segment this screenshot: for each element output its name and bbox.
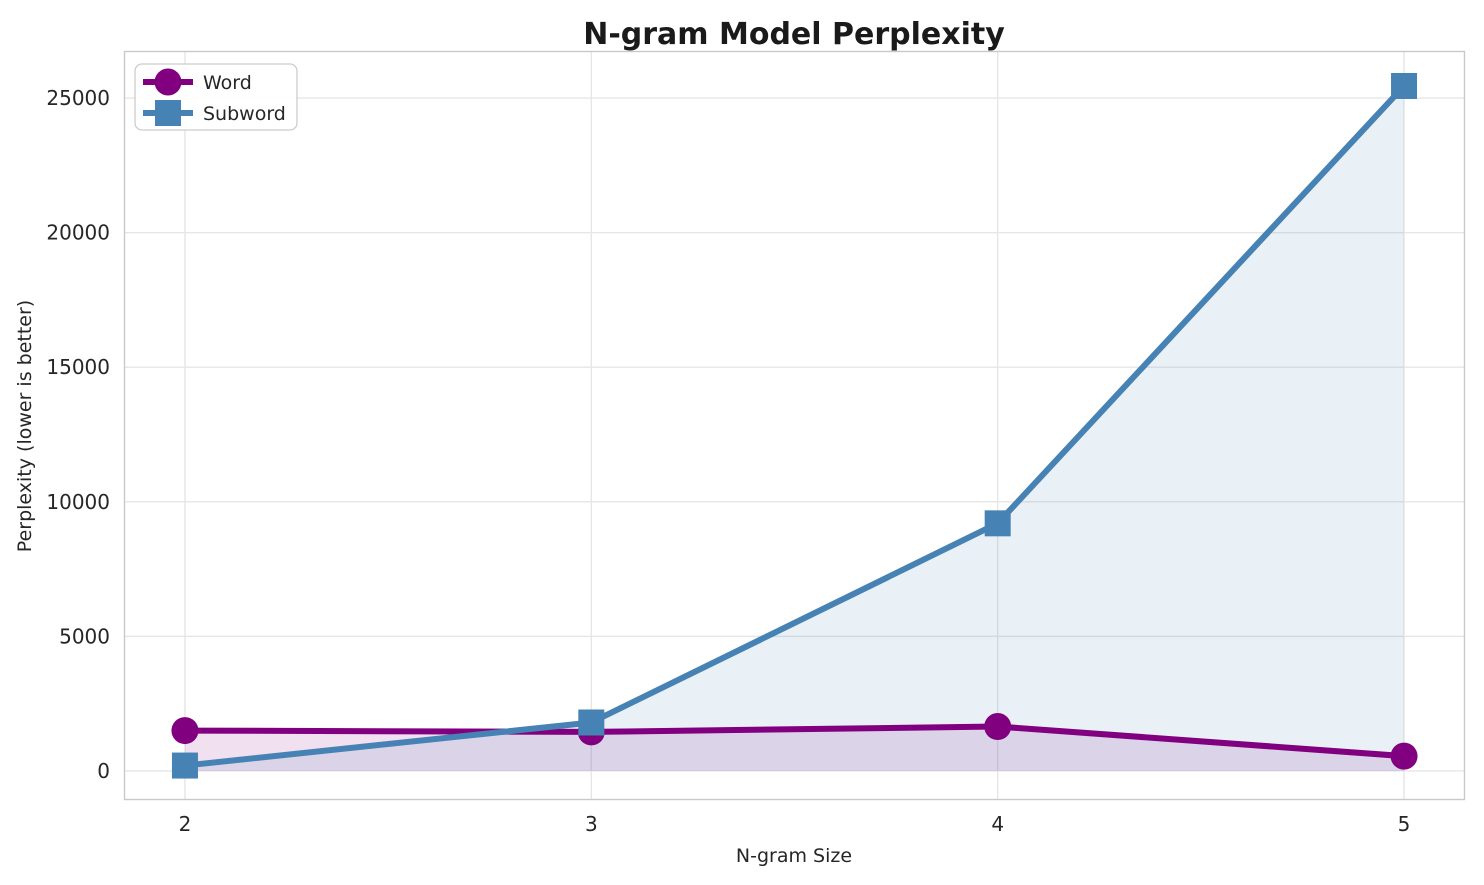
y-tick-label: 25000 bbox=[46, 86, 110, 110]
y-tick-label: 5000 bbox=[59, 624, 110, 648]
series-line-word bbox=[184, 723, 1405, 760]
legend-marker-word-icon bbox=[154, 68, 182, 96]
x-axis-label: N-gram Size bbox=[736, 845, 852, 867]
y-axis-label: Perplexity (lower is better) bbox=[14, 300, 36, 552]
series-area-fills bbox=[184, 85, 1405, 771]
y-tick-label: 15000 bbox=[46, 355, 110, 379]
chart-title: N-gram Model Perplexity bbox=[583, 17, 1005, 52]
data-point-subword bbox=[984, 510, 1011, 537]
axes-spines bbox=[123, 50, 1466, 801]
y-tick-labels: 0 5000 10000 15000 20000 25000 bbox=[46, 86, 110, 783]
x-tick-label: 5 bbox=[1398, 812, 1411, 836]
data-point-subword bbox=[1391, 72, 1418, 99]
x-tick-label: 3 bbox=[585, 812, 598, 836]
y-tick-label: 20000 bbox=[46, 221, 110, 245]
legend-label-word: Word bbox=[203, 72, 252, 94]
y-tick-label: 10000 bbox=[46, 490, 110, 514]
x-tick-label: 2 bbox=[179, 812, 192, 836]
area-fill-subword bbox=[184, 85, 1405, 771]
data-point-word bbox=[1390, 742, 1418, 770]
legend: Word Subword bbox=[134, 63, 298, 131]
axes-border bbox=[123, 50, 1466, 801]
gridlines bbox=[124, 51, 1465, 800]
legend-marker-subword-icon bbox=[155, 100, 181, 126]
data-point-subword bbox=[578, 709, 605, 736]
data-point-word bbox=[984, 713, 1012, 741]
legend-label-subword: Subword bbox=[203, 103, 286, 125]
data-point-word bbox=[171, 717, 199, 745]
y-tick-label: 0 bbox=[97, 759, 110, 783]
area-fill-word bbox=[184, 726, 1405, 771]
series-line-subword bbox=[184, 83, 1407, 769]
series-lines bbox=[171, 72, 1418, 779]
x-tick-labels: 2 3 4 5 bbox=[179, 812, 1411, 836]
plot-area bbox=[124, 51, 1465, 800]
data-point-subword bbox=[171, 752, 198, 779]
x-tick-label: 4 bbox=[991, 812, 1004, 836]
